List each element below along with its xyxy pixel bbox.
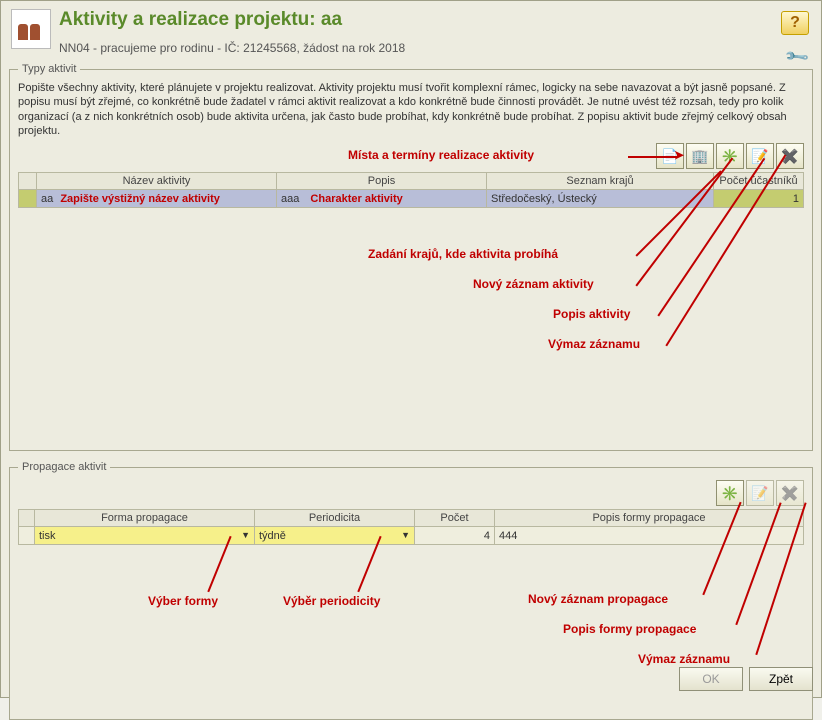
hint-popis: Charakter aktivity xyxy=(310,193,402,205)
col-kraje: Seznam krajů xyxy=(487,173,714,190)
propagation-row[interactable]: tisk ▼ týdně ▼ 4 444 xyxy=(19,527,804,545)
col-pocet: Počet účastníků xyxy=(714,173,804,190)
activities-panel: Místa a termíny realizace aktivity ➤ 📄 🏢… xyxy=(18,142,804,442)
page-title: Aktivity a realizace projektu: aa xyxy=(59,9,811,31)
annot-popis-formy-propagace: Popis formy propagace xyxy=(563,622,696,636)
col-popis-formy: Popis formy propagace xyxy=(495,510,804,527)
page-subtitle: NN04 - pracujeme pro rodinu - IČ: 212455… xyxy=(59,41,811,55)
col-pocet2: Počet xyxy=(415,510,495,527)
cell-forma[interactable]: tisk ▼ xyxy=(35,527,255,545)
delete-activity-button[interactable]: ✖️ xyxy=(776,143,804,169)
col-activity-name: Název aktivity xyxy=(37,173,277,190)
annot-regions: Zadání krajů, kde aktivita probíhá xyxy=(368,247,558,261)
ok-button[interactable]: OK xyxy=(679,667,743,691)
annot-new-activity: Nový záznam aktivity xyxy=(473,277,594,291)
new-activity-button[interactable]: ✳️ xyxy=(716,143,744,169)
activity-description: Popište všechny aktivity, které plánujet… xyxy=(18,81,804,138)
activity-types-legend: Typy aktivit xyxy=(18,63,80,75)
cell-popis-formy: 444 xyxy=(495,527,804,545)
activity-toolbar: Místa a termíny realizace aktivity ➤ 📄 🏢… xyxy=(18,142,804,170)
project-icon xyxy=(11,9,51,49)
header-bar: Aktivity a realizace projektu: aa NN04 -… xyxy=(7,7,815,63)
annot-new-propagation: Nový záznam propagace xyxy=(528,592,668,606)
col-forma: Forma propagace xyxy=(35,510,255,527)
activity-types-fieldset: Typy aktivit Popište všechny aktivity, k… xyxy=(9,63,813,451)
cell-popis: aaa xyxy=(281,193,299,205)
col-popis: Popis xyxy=(277,173,487,190)
annot-vymaz-propagace: Výmaz záznamu xyxy=(638,652,730,666)
edit-propagation-button[interactable]: 📝 xyxy=(746,480,774,506)
col-periodicita: Periodicita xyxy=(255,510,415,527)
propagation-table: Forma propagace Periodicita Počet Popis … xyxy=(18,509,804,545)
annot-vyber-periodicity: Výběr periodicity xyxy=(283,594,380,608)
hint-activity-name: Zapište výstižný název aktivity xyxy=(60,193,220,205)
help-button[interactable]: ? xyxy=(781,11,809,35)
footer-buttons: OK Zpět xyxy=(679,667,813,691)
annot-delete: Výmaz záznamu xyxy=(548,337,640,351)
cell-periodicita[interactable]: týdně ▼ xyxy=(255,527,415,545)
dialog-window: Aktivity a realizace projektu: aa NN04 -… xyxy=(0,0,822,698)
cell-pocet2: 4 xyxy=(415,527,495,545)
annot-vyber-formy: Výber formy xyxy=(148,594,218,608)
annot-popis-activity: Popis aktivity xyxy=(553,307,630,321)
cell-aa: aa xyxy=(41,193,53,205)
chevron-down-icon: ▼ xyxy=(241,530,250,540)
regions-button[interactable]: 🏢 xyxy=(686,143,714,169)
cell-kraje: Středočeský, Ústecký xyxy=(487,190,714,208)
propagation-legend: Propagace aktivit xyxy=(18,461,110,473)
header-texts: Aktivity a realizace projektu: aa NN04 -… xyxy=(59,9,811,55)
callout-places-dates: Místa a termíny realizace aktivity xyxy=(348,148,534,162)
chevron-down-icon: ▼ xyxy=(401,530,410,540)
back-button[interactable]: Zpět xyxy=(749,667,813,691)
propagation-toolbar: ✳️ 📝 ✖️ xyxy=(18,479,804,507)
